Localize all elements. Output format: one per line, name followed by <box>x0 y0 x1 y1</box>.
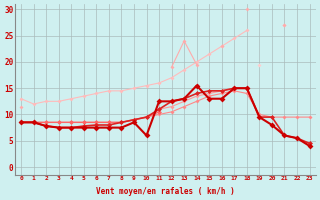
X-axis label: Vent moyen/en rafales ( km/h ): Vent moyen/en rafales ( km/h ) <box>96 187 235 196</box>
